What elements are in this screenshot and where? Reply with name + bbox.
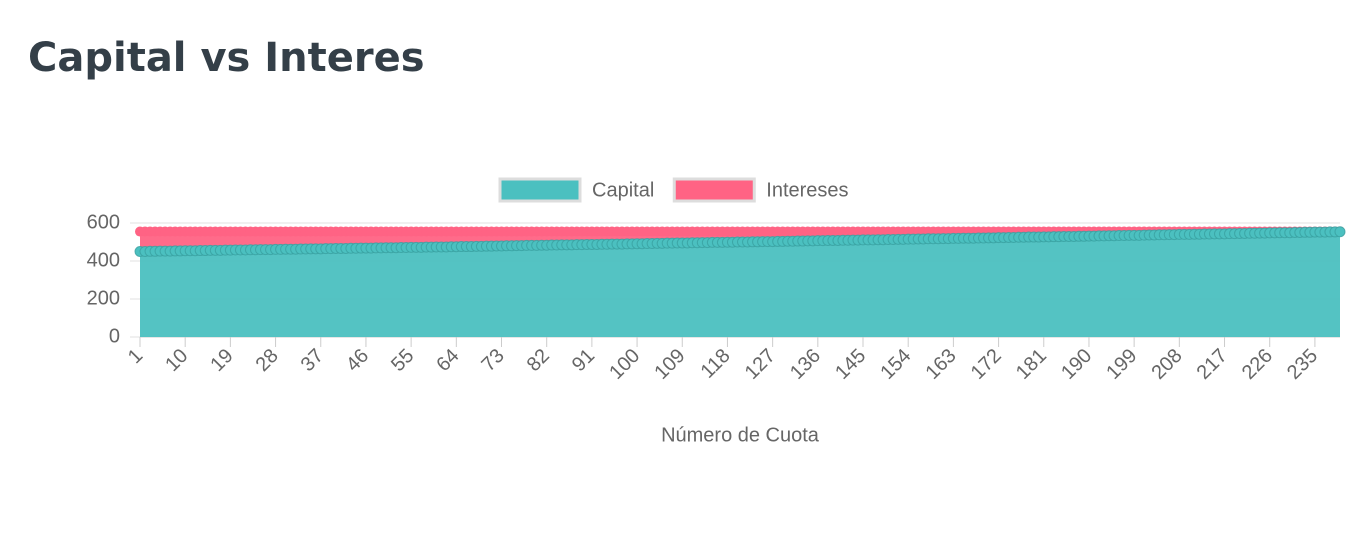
x-tick-label: 10 (161, 345, 192, 376)
y-tick-label: 400 (87, 249, 120, 271)
x-tick-label: 64 (432, 345, 463, 376)
x-tick-label: 118 (697, 345, 735, 383)
x-tick-label: 136 (786, 345, 825, 384)
area (140, 231, 1340, 337)
x-tick-label: 91 (568, 345, 599, 376)
x-tick-label: 199 (1102, 345, 1141, 384)
x-tick-label: 181 (1012, 345, 1051, 384)
chart-title: Capital vs Interes (28, 35, 425, 81)
x-tick-label: 190 (1057, 345, 1096, 384)
legend-swatch (498, 177, 582, 203)
y-tick-label: 0 (109, 325, 120, 347)
x-tick-label: 172 (967, 345, 1006, 384)
x-tick-label: 55 (387, 345, 418, 376)
x-tick-label: 154 (876, 345, 915, 384)
x-tick-label: 37 (297, 345, 328, 376)
legend-swatch (672, 177, 756, 203)
x-tick-label: 226 (1238, 345, 1277, 384)
x-tick-label: 46 (342, 345, 373, 376)
point (1334, 226, 1346, 238)
x-axis-title: Número de Cuota (661, 424, 820, 446)
x-tick-label: 19 (206, 345, 237, 376)
x-tick-label: 82 (523, 345, 554, 376)
x-tick-label: 109 (650, 345, 689, 384)
x-tick-label: 100 (605, 345, 644, 384)
x-tick-label: 163 (922, 345, 961, 384)
x-tick-label: 235 (1283, 345, 1322, 384)
x-tick-label: 217 (1193, 345, 1232, 384)
legend-label: Intereses (766, 179, 848, 201)
x-tick-label: 1 (124, 345, 147, 368)
legend-label: Capital (592, 179, 654, 201)
x-tick-label: 73 (477, 345, 508, 376)
x-tick-label: 145 (831, 345, 870, 384)
y-tick-label: 600 (87, 211, 120, 233)
x-tick-label: 28 (252, 345, 283, 376)
x-tick-label: 208 (1147, 345, 1186, 384)
x-tick-label: 127 (741, 345, 780, 384)
y-tick-label: 200 (87, 287, 120, 309)
